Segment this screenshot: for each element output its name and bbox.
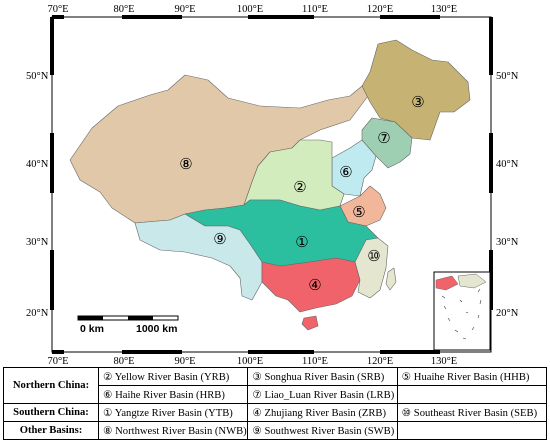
top-tick-label: 90°E — [174, 4, 195, 15]
top-tick-label: 120°E — [367, 4, 393, 15]
left-tick-label: 40°N — [26, 159, 49, 170]
legend-group-label: Northern China: — [3, 367, 99, 404]
legend-cell — [396, 421, 548, 440]
bottom-tick-label: 110°E — [302, 356, 328, 367]
right-tick-label: 50°N — [496, 71, 519, 82]
bottom-tick-label: 120°E — [367, 356, 393, 367]
basin-marker-9: ⑨ — [213, 232, 226, 248]
basin-marker-4: ④ — [308, 278, 321, 294]
legend-cell — [396, 385, 548, 404]
legend-cell: ⑧ Northwest River Basin (NWB) — [97, 421, 249, 440]
top-tick-label: 110°E — [302, 4, 328, 15]
basin-marker-10: ⑩ — [367, 249, 380, 265]
legend-cell: ⑤ Huaihe River Basin (HHB) — [396, 367, 548, 386]
basin-marker-3: ③ — [411, 95, 424, 111]
basin-zhujiang — [261, 257, 361, 313]
right-tick-label: 20°N — [496, 308, 519, 319]
basin-legend-table: Northern China: ② Yellow River Basin (YR… — [3, 367, 548, 440]
scale-bar-start-label: 0 km — [80, 323, 104, 335]
basin-southwest — [134, 213, 263, 301]
basin-marker-7: ⑦ — [377, 131, 390, 147]
taiwan-island — [385, 267, 397, 291]
legend-cell: ④ Zhujiang River Basin (ZRB) — [247, 403, 398, 422]
legend-cell: ⑨ Southwest River Basin (SWB) — [247, 421, 398, 440]
south-china-sea-inset — [433, 271, 491, 351]
legend-row: Other Basins: ⑧ Northwest River Basin (N… — [3, 421, 548, 440]
legend-cell: ② Yellow River Basin (YRB) — [97, 367, 249, 386]
legend-cell: ⑦ Liao_Luan River Basin (LRB) — [247, 385, 398, 404]
legend-cell: ③ Songhua River Basin (SRB) — [247, 367, 398, 386]
legend-row: ⑥ Haihe River Basin (HRB) ⑦ Liao_Luan Ri… — [4, 385, 548, 404]
legend-row: Northern China: ② Yellow River Basin (YR… — [3, 367, 548, 404]
basin-marker-6: ⑥ — [339, 165, 352, 181]
legend-row: Southern China: ① Yangtze River Basin (Y… — [3, 403, 548, 422]
left-tick-label: 20°N — [26, 308, 49, 319]
bottom-tick-label: 100°E — [237, 356, 263, 367]
bottom-tick-label: 90°E — [174, 356, 195, 367]
right-tick-label: 30°N — [496, 237, 519, 248]
basin-marker-2: ② — [293, 180, 306, 196]
top-tick-label: 130°E — [431, 4, 457, 15]
right-tick-label: 40°N — [496, 159, 519, 170]
top-tick-label: 100°E — [237, 4, 263, 15]
left-tick-label: 50°N — [26, 71, 49, 82]
legend-group-label: Other Basins: — [3, 421, 99, 440]
basin-marker-8: ⑧ — [179, 157, 192, 173]
basin-southeast — [354, 237, 389, 299]
bottom-tick-label: 80°E — [113, 356, 134, 367]
bottom-tick-label: 70°E — [47, 356, 68, 367]
basin-songhua — [361, 39, 471, 141]
bottom-tick-label: 130°E — [431, 356, 457, 367]
legend-cell: ⑩ Southeast River Basin (SEB) — [396, 403, 548, 422]
legend-cell: ① Yangtze River Basin (YTB) — [97, 403, 249, 422]
left-tick-label: 30°N — [26, 237, 49, 248]
legend-cell: ⑥ Haihe River Basin (HRB) — [97, 385, 249, 404]
hainan-island — [301, 315, 319, 331]
legend-group-label: Southern China: — [3, 403, 99, 422]
frame-border-segments — [50, 15, 493, 354]
scale-bar: 0 km 1000 km — [77, 315, 179, 335]
scale-bar-end-label: 1000 km — [136, 323, 177, 335]
top-tick-label: 80°E — [113, 4, 134, 15]
basin-marker-1: ① — [295, 235, 308, 251]
basin-marker-5: ⑤ — [352, 205, 365, 221]
basin-map: 70°E 80°E 90°E 100°E 110°E 120°E 130°E 7… — [26, 4, 519, 367]
top-tick-label: 70°E — [47, 4, 68, 15]
